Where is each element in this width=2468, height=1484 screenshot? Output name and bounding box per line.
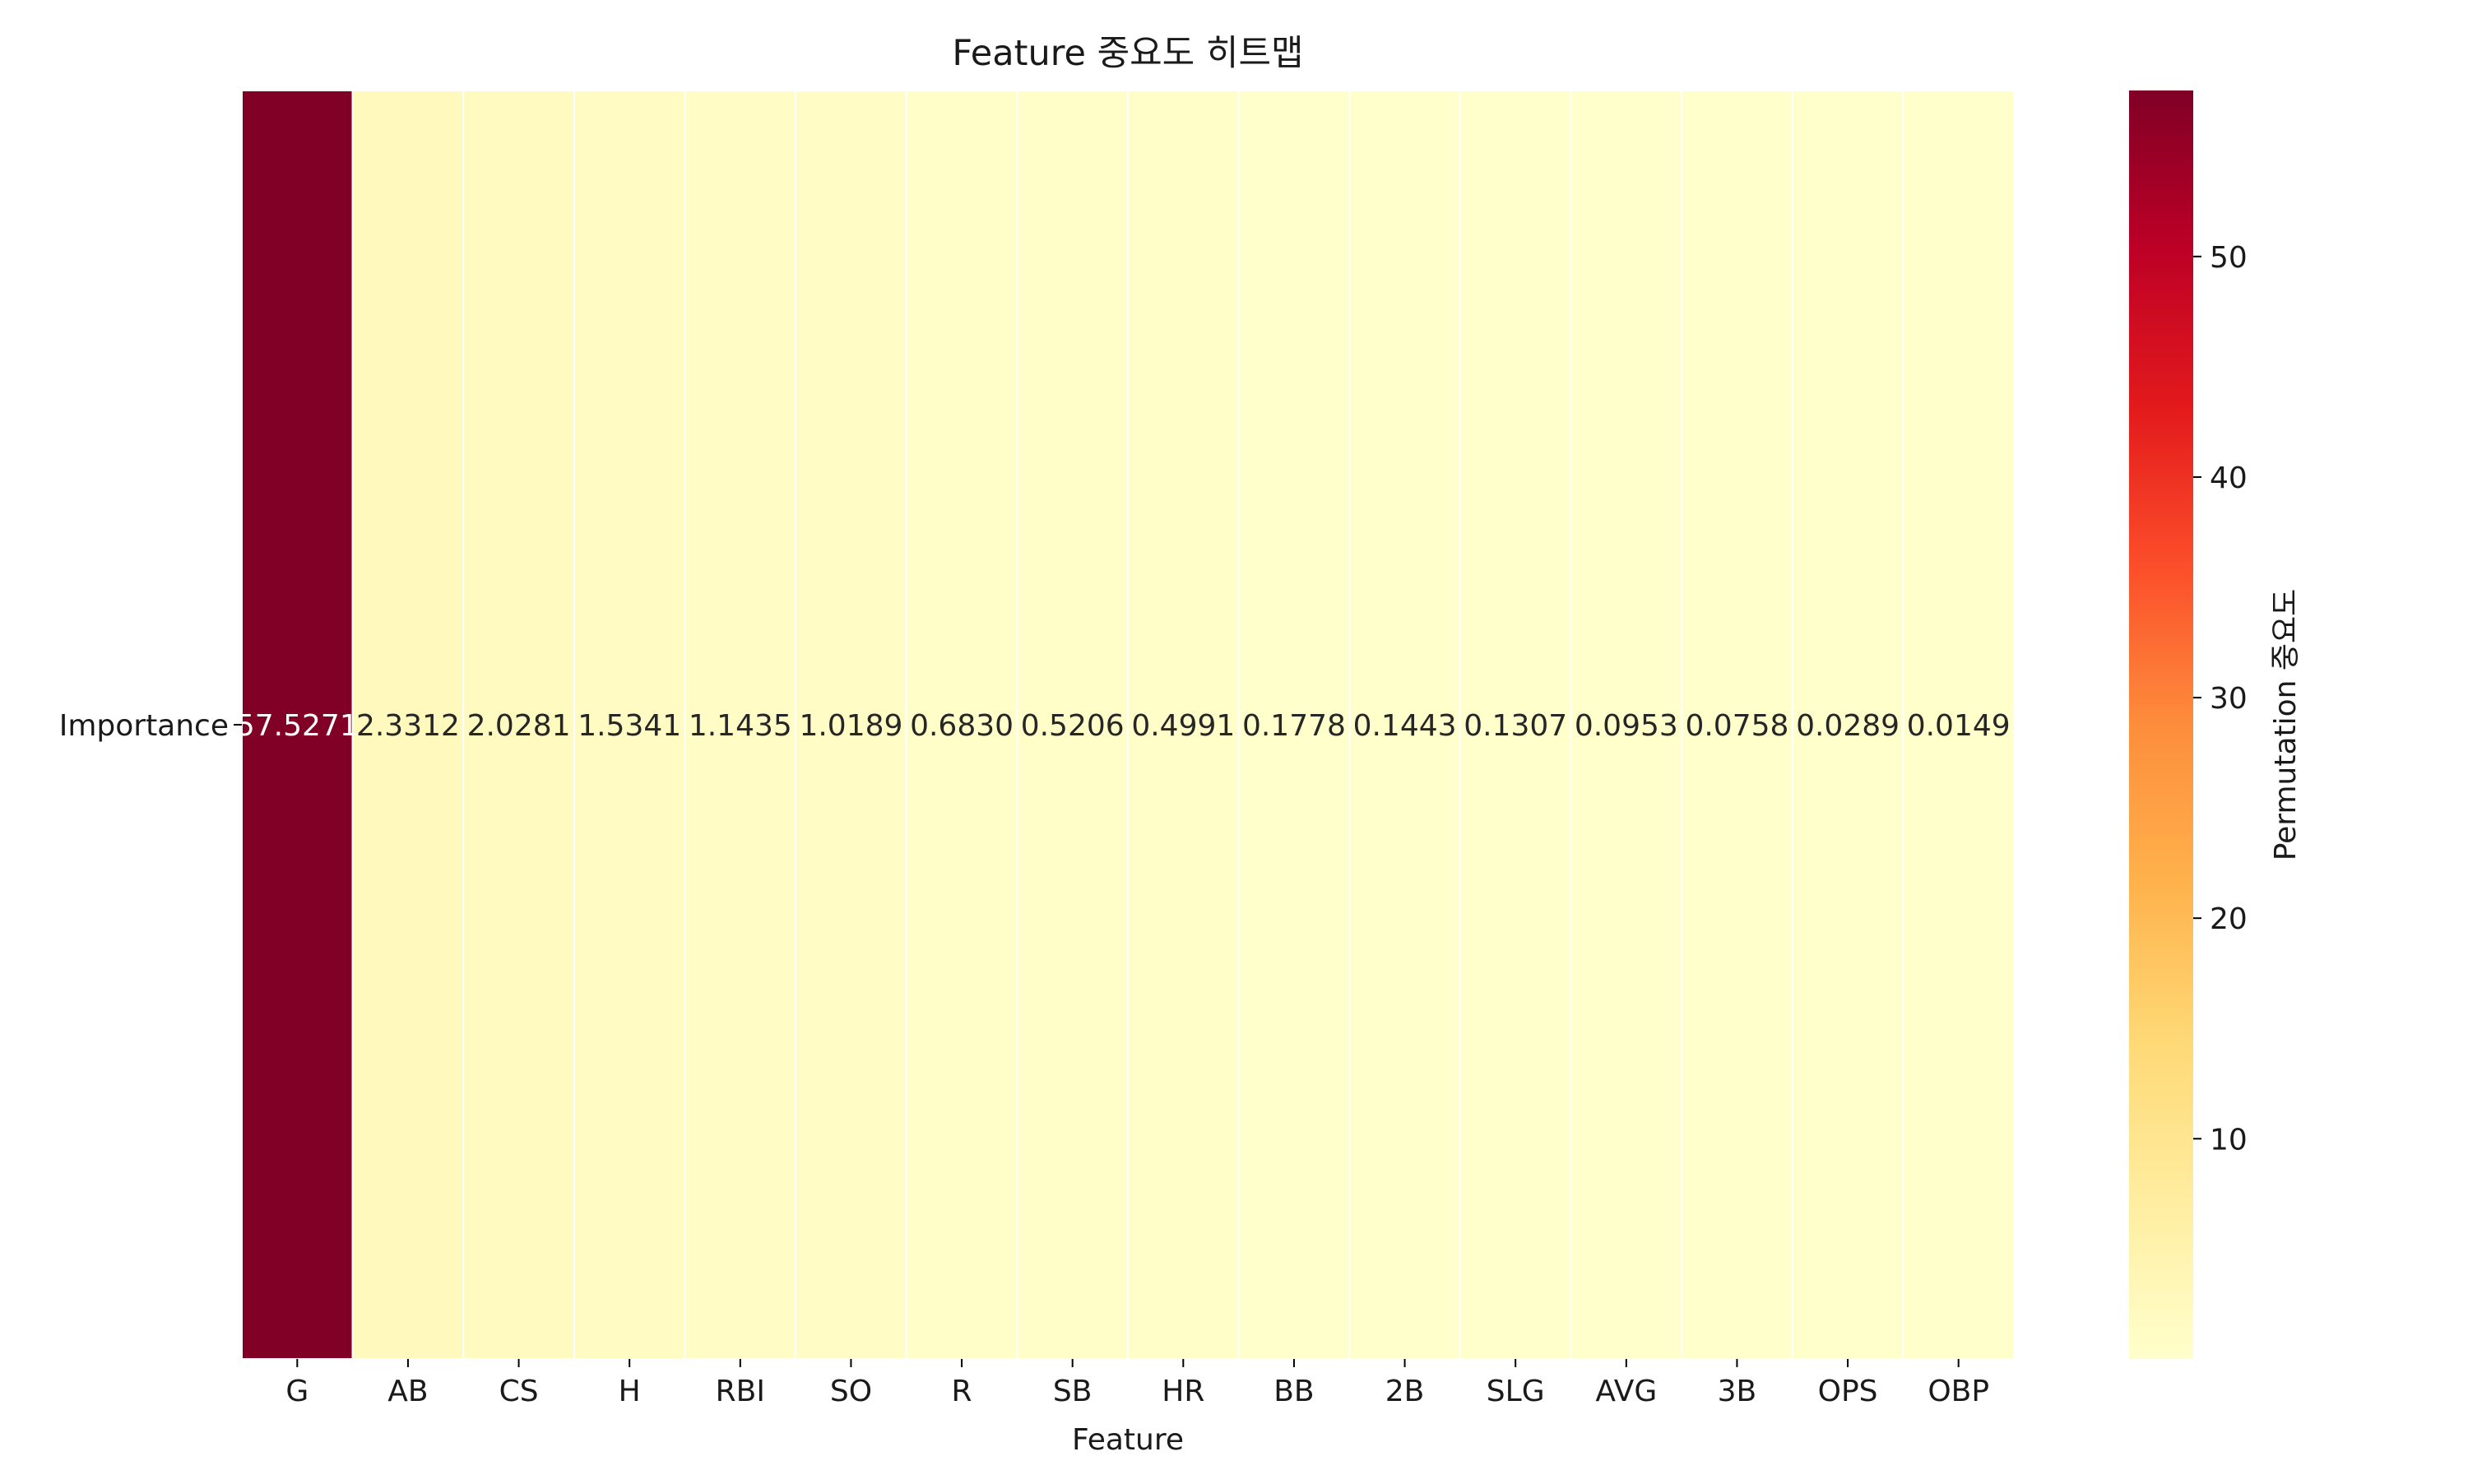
colorbar-ticks: 10 20 30 40 50 [2193, 241, 2248, 1157]
colorbar [2129, 90, 2193, 1359]
heatmap-cell [1681, 90, 1793, 1360]
cell-value-label: 0.0758 [1685, 709, 1788, 743]
x-tick-label: OBP [1928, 1375, 1989, 1408]
cell-value-label: 1.1435 [689, 709, 792, 743]
x-tick-label: SB [1053, 1375, 1093, 1408]
cell-value-label: 0.0289 [1796, 709, 1900, 743]
cell-value-label: 0.4991 [1131, 709, 1235, 743]
colorbar-tick-label: 40 [2210, 461, 2248, 495]
y-axis-ticks: Importance [59, 709, 242, 743]
heatmap-cell [1459, 90, 1572, 1360]
x-tick-label: OPS [1818, 1375, 1878, 1408]
heatmap-cell [351, 90, 465, 1360]
x-axis-label: Feature [1072, 1423, 1184, 1457]
x-tick-label: 2B [1385, 1375, 1425, 1408]
chart-title: Feature 중요도 히트맵 [952, 33, 1303, 74]
cell-value-label: 0.1307 [1464, 709, 1567, 743]
cell-value-label: 0.0953 [1575, 709, 1678, 743]
cell-value-label: 1.0189 [799, 709, 902, 743]
x-tick-label: H [619, 1375, 641, 1408]
x-tick-label: 3B [1718, 1375, 1757, 1408]
cell-value-label: 0.1443 [1353, 709, 1457, 743]
x-tick-label: R [952, 1375, 972, 1408]
x-tick-label: AB [387, 1375, 428, 1408]
heatmap-cells [241, 90, 2015, 1360]
y-tick-label: Importance [59, 709, 229, 743]
x-tick-label: SLG [1487, 1375, 1545, 1408]
heatmap-cell [795, 90, 907, 1360]
x-tick-label: G [285, 1375, 308, 1408]
colorbar-tick-label: 50 [2210, 241, 2248, 275]
x-tick-label: AVG [1595, 1375, 1657, 1408]
cell-value-label: 0.0149 [1907, 709, 2011, 743]
x-axis-ticks: G AB CS H RBI SO R SB HR BB 2B SLG AVG 3B OPS OBP [285, 1359, 1989, 1408]
heatmap-cell [1016, 90, 1129, 1360]
cell-value-label: 0.6830 [910, 709, 1014, 743]
x-tick-label: HR [1162, 1375, 1204, 1408]
heatmap-cell [573, 90, 686, 1360]
x-tick-label: RBI [716, 1375, 765, 1408]
cell-value-label: 57.5271 [236, 709, 359, 743]
colorbar-tick-label: 30 [2210, 682, 2248, 716]
cell-value-label: 2.0281 [467, 709, 571, 743]
cell-value-label: 1.5341 [578, 709, 681, 743]
x-tick-label: CS [499, 1375, 539, 1408]
colorbar-tick-label: 20 [2210, 902, 2248, 936]
heatmap-cell [684, 90, 797, 1360]
x-tick-label: BB [1273, 1375, 1314, 1408]
heatmap-cell [241, 90, 354, 1360]
x-tick-label: SO [830, 1375, 872, 1408]
heatmap-cell [1791, 90, 1904, 1360]
cell-value-label: 2.3312 [356, 709, 460, 743]
heatmap-cell [1237, 90, 1351, 1360]
cell-value-label: 0.5206 [1021, 709, 1125, 743]
colorbar-label: Permutation 중요도 [2269, 589, 2303, 861]
cell-value-label: 0.1778 [1242, 709, 1346, 743]
heatmap-cell [462, 90, 575, 1360]
heatmap-cell [1570, 90, 1683, 1360]
heatmap-cell [1902, 90, 2015, 1360]
colorbar-tick-label: 10 [2210, 1123, 2248, 1157]
